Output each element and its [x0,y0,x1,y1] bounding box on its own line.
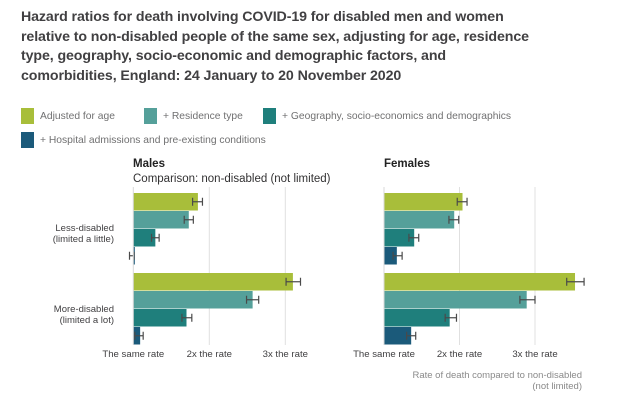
x-axis-title-line: (not limited) [532,381,582,392]
category-label-line: (limited a little) [52,234,114,245]
legend-item-geography: + Geography, socio-economics and demogra… [263,108,511,124]
x-tick-label: 2x the rate [437,349,482,360]
x-tick-label: The same rate [353,349,415,360]
legend-item-residence: + Residence type [144,108,243,124]
x-tick-label: 3x the rate [512,349,557,360]
x-axis-title-line: Rate of death compared to non-disabled [412,370,582,381]
category-label-line: Less-disabled [55,223,114,234]
legend-item-hospital: + Hospital admissions and pre-existing c… [21,132,266,148]
bar [133,309,187,327]
legend-label: + Geography, socio-economics and demogra… [282,110,512,122]
bar [384,273,576,291]
category-label-line: More-disabled [53,304,114,315]
panel-title-males: Males [133,158,165,170]
panel-title-females: Females [384,158,431,170]
bar [133,273,293,291]
x-tick-label: The same rate [102,349,164,360]
legend-swatch [263,108,276,124]
x-tick-label: 3x the rate [263,349,308,360]
bar [133,193,198,211]
bar [384,247,397,265]
legend-label: Adjusted for age [40,110,115,122]
bar [384,291,527,309]
panel-subtitle-males: Comparison: non-disabled (not limited) [133,173,331,185]
legend-swatch [21,108,34,124]
category-label-more-disabled: More-disabled (limited a lot) [14,304,114,326]
bar [133,291,253,309]
legend-label: + Residence type [163,110,243,122]
bar [384,193,463,211]
category-label-line: (limited a lot) [59,315,114,326]
bar [133,229,156,247]
bar [384,309,450,327]
chart-title: Hazard ratios for death involving COVID-… [21,9,529,84]
x-tick-label: 2x the rate [187,349,232,360]
legend-swatch [144,108,157,124]
legend-item-age: Adjusted for age [21,108,115,124]
bar [133,211,189,229]
x-axis-title: Rate of death compared to non-disabled (… [412,370,582,392]
category-label-less-disabled: Less-disabled (limited a little) [14,223,114,245]
legend-label: + Hospital admissions and pre-existing c… [40,134,266,146]
legend-swatch [21,132,34,148]
bar [384,211,455,229]
bar [384,229,415,247]
bar [384,327,412,345]
